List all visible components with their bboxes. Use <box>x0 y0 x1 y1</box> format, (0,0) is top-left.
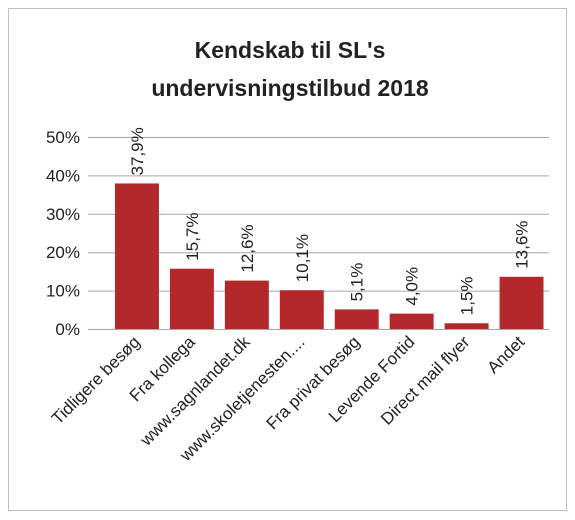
bar <box>114 183 159 329</box>
data-label: 37,9% <box>128 127 147 175</box>
chart-title: Kendskab til SL's <box>195 37 386 63</box>
data-label: 13,6% <box>513 221 532 269</box>
data-label: 12,6% <box>238 224 257 272</box>
y-tick-label: 20% <box>46 243 80 262</box>
bar <box>389 313 434 329</box>
data-label: 10,1% <box>293 234 312 282</box>
y-tick-label: 40% <box>46 166 80 185</box>
y-tick-label: 0% <box>55 320 80 339</box>
bar <box>279 290 324 329</box>
data-label: 15,7% <box>183 213 202 261</box>
data-label: 1,5% <box>458 276 477 315</box>
bar <box>499 276 544 329</box>
bar <box>444 323 489 329</box>
bar <box>224 280 269 329</box>
chart-border <box>8 8 567 511</box>
data-label: 5,1% <box>348 263 367 302</box>
bar <box>169 268 214 329</box>
y-tick-label: 10% <box>46 282 80 301</box>
data-label: 4,0% <box>403 267 422 306</box>
y-tick-label: 50% <box>46 128 80 147</box>
y-tick-label: 30% <box>46 205 80 224</box>
bar <box>334 309 379 329</box>
chart-title: undervisningstilbud 2018 <box>151 75 429 101</box>
